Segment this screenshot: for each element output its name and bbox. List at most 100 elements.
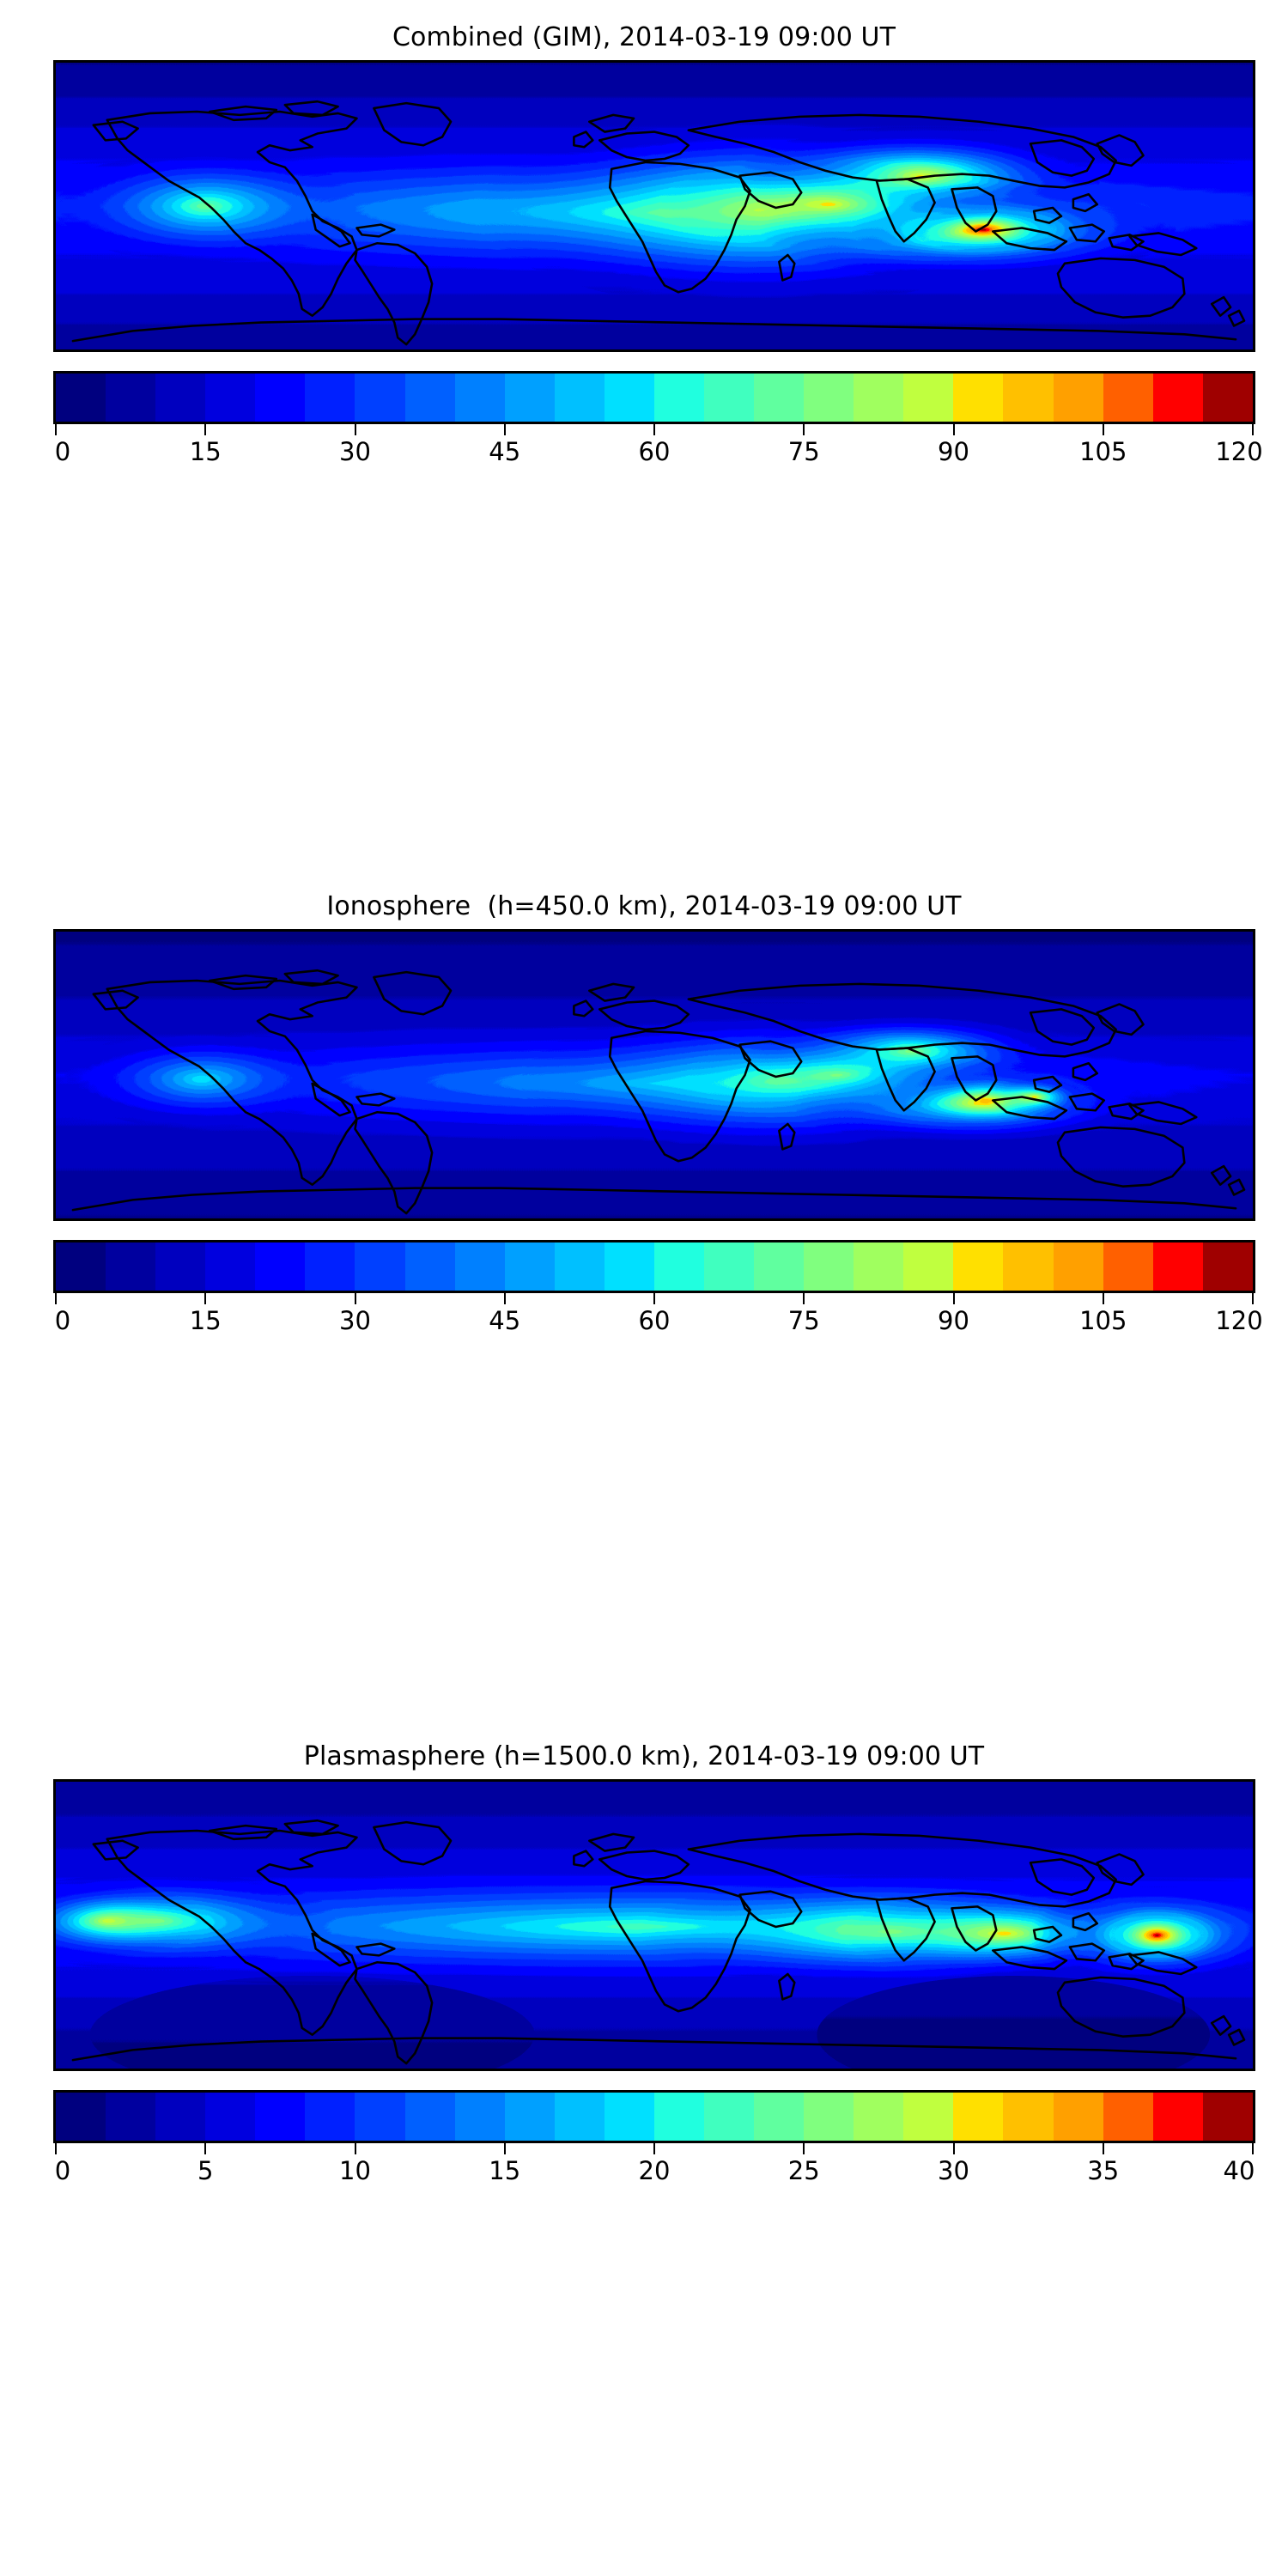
map-plasmasphere bbox=[53, 1779, 1255, 2071]
colorbar-segment bbox=[355, 1242, 405, 1291]
colorbar-segment bbox=[504, 374, 555, 422]
colorbar-combined: 0 15 30 45 60 75 90 105 120 bbox=[53, 371, 1263, 472]
colorbar-segment bbox=[106, 374, 156, 422]
colorbar-segment bbox=[953, 1242, 1004, 1291]
colorbar-tick-label: 120 bbox=[1215, 1306, 1263, 1335]
colorbar-axis-plasmasphere: 0 5 10 15 20 25 30 35 40 bbox=[53, 2143, 1255, 2191]
colorbar-tick-label: 15 bbox=[489, 2156, 521, 2185]
colorbar-tick-label: 15 bbox=[189, 1306, 222, 1335]
colorbar-segment bbox=[155, 2093, 206, 2141]
colorbar-segment bbox=[604, 2093, 654, 2141]
colorbar-segment bbox=[953, 2093, 1004, 2141]
colorbar-segment bbox=[1152, 1242, 1203, 1291]
colorbar-segment bbox=[255, 374, 306, 422]
colorbar-segment bbox=[554, 374, 605, 422]
colorbar-tick bbox=[55, 2143, 57, 2154]
colorbar-segment bbox=[604, 374, 654, 422]
colorbar-segment bbox=[1003, 374, 1054, 422]
colorbar-tick bbox=[354, 424, 356, 435]
colorbar-segment bbox=[504, 1242, 555, 1291]
colorbar-segment bbox=[1053, 1242, 1103, 1291]
tec-field-ionosphere bbox=[56, 932, 1253, 1218]
colorbar-plasmasphere: 0 5 10 15 20 25 30 35 40 bbox=[53, 2090, 1255, 2191]
colorbar-tick bbox=[952, 424, 955, 435]
colorbar-segment bbox=[56, 374, 106, 422]
colorbar-segment bbox=[604, 1242, 654, 1291]
colorbar-tick-label: 15 bbox=[189, 437, 222, 466]
colorbar-tick bbox=[952, 2143, 955, 2154]
colorbar-segment bbox=[1003, 1242, 1054, 1291]
colorbar-tick bbox=[803, 1293, 805, 1304]
colorbar-tick-label: 60 bbox=[638, 1306, 671, 1335]
colorbar-segment bbox=[255, 1242, 306, 1291]
colorbar-segment bbox=[554, 2093, 605, 2141]
colorbar-segment bbox=[1152, 374, 1203, 422]
colorbar-segment bbox=[404, 1242, 455, 1291]
colorbar-tick-label: 105 bbox=[1079, 1306, 1127, 1335]
colorbar-segment bbox=[1103, 1242, 1153, 1291]
panel-title-plasmasphere: Plasmasphere (h=1500.0 km), 2014-03-19 0… bbox=[303, 1741, 985, 1771]
colorbar-tick-label: 0 bbox=[54, 1306, 71, 1335]
colorbar-tick-label: 25 bbox=[787, 2156, 820, 2185]
colorbar-segment bbox=[155, 374, 206, 422]
colorbar-segment bbox=[355, 374, 405, 422]
colorbar-tick bbox=[204, 1293, 207, 1304]
colorbar-segment bbox=[56, 1242, 106, 1291]
colorbar-tick-label: 90 bbox=[938, 1306, 969, 1335]
colorbar-segment bbox=[255, 2093, 306, 2141]
colorbar-tick-label: 0 bbox=[54, 437, 71, 466]
colorbar-tick bbox=[952, 1293, 955, 1304]
colorbar-tick-label: 120 bbox=[1215, 437, 1263, 466]
colorbar-segment bbox=[653, 1242, 705, 1291]
colorbar-segment bbox=[454, 2093, 505, 2141]
colorbar-tick bbox=[503, 424, 506, 435]
colorbar-segment bbox=[1053, 374, 1103, 422]
colorbar-segment bbox=[1103, 374, 1153, 422]
colorbar-tick bbox=[1102, 424, 1104, 435]
map-combined-gim bbox=[53, 60, 1255, 352]
colorbar-segment bbox=[804, 374, 854, 422]
colorbar-tick bbox=[1252, 424, 1254, 435]
colorbar-segment bbox=[355, 2093, 405, 2141]
colorbar-tick-label: 45 bbox=[489, 437, 521, 466]
colorbar-axis-combined: 0 15 30 45 60 75 90 105 120 bbox=[53, 424, 1263, 472]
colorbar-segment bbox=[804, 1242, 854, 1291]
colorbar-segment bbox=[903, 374, 954, 422]
colorbar-segment bbox=[155, 1242, 206, 1291]
colorbar-tick bbox=[653, 2143, 655, 2154]
colorbar-segment bbox=[454, 374, 505, 422]
colorbar-segment bbox=[854, 2093, 904, 2141]
colorbar-segment bbox=[804, 2093, 854, 2141]
colorbar-segment bbox=[1103, 2093, 1153, 2141]
colorbar-segment bbox=[404, 2093, 455, 2141]
colorbar-segment bbox=[704, 374, 755, 422]
colorbar-tick-label: 75 bbox=[787, 1306, 820, 1335]
colorbar-tick bbox=[803, 424, 805, 435]
colorbar-tick bbox=[653, 424, 655, 435]
colorbar-segment bbox=[454, 1242, 505, 1291]
colorbar-segment bbox=[1053, 2093, 1103, 2141]
colorbar-segment bbox=[1152, 2093, 1203, 2141]
colorbar-tick bbox=[1102, 1293, 1104, 1304]
colorbar-tick-label: 75 bbox=[787, 437, 820, 466]
colorbar-tick bbox=[803, 2143, 805, 2154]
colorbar-tick bbox=[1252, 1293, 1254, 1304]
colorbar-tick bbox=[354, 2143, 356, 2154]
map-svg-combined bbox=[56, 63, 1253, 349]
colorbar-segment bbox=[205, 1242, 256, 1291]
colorbar-tick bbox=[1252, 2143, 1254, 2154]
colorbar-axis-ionosphere: 0 15 30 45 60 75 90 105 120 bbox=[53, 1293, 1263, 1341]
colorbar-segment bbox=[56, 2093, 106, 2141]
colorbar-segment bbox=[754, 1242, 805, 1291]
colorbar-segment bbox=[205, 2093, 256, 2141]
panel-title-combined: Combined (GIM), 2014-03-19 09:00 UT bbox=[392, 22, 896, 52]
colorbar-segment bbox=[305, 2093, 355, 2141]
colorbar-tick bbox=[55, 424, 57, 435]
map-svg-plasmasphere bbox=[56, 1782, 1253, 2069]
colorbar-segment bbox=[854, 1242, 904, 1291]
colorbar-strip-ionosphere bbox=[53, 1240, 1255, 1293]
colorbar-segment bbox=[903, 2093, 954, 2141]
colorbar-tick-label: 30 bbox=[938, 2156, 969, 2185]
colorbar-segment bbox=[704, 2093, 755, 2141]
